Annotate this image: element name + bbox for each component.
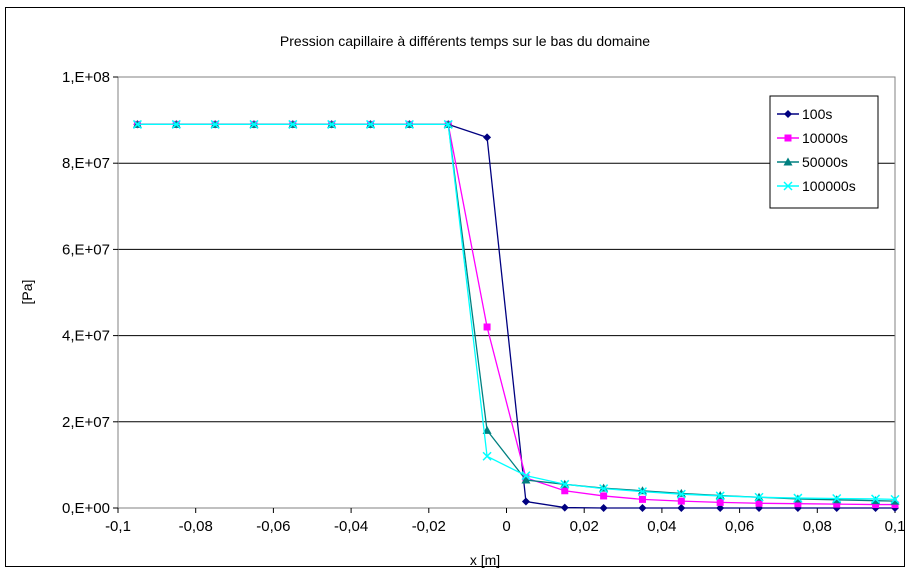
x-tick-label: -0,06 [256,518,290,535]
legend-label: 50000s [802,154,848,170]
x-tick-label: 0,06 [725,518,754,535]
data-point [785,135,792,142]
x-tick-label: 0,08 [803,518,832,535]
data-point [600,492,607,499]
data-point [561,504,569,512]
data-point [678,498,685,505]
y-tick-label: 8,E+07 [62,155,110,172]
x-tick-label: -0,02 [412,518,446,535]
data-point [483,133,491,141]
x-tick-label: 0 [502,518,510,535]
data-point [717,499,724,506]
x-axis: -0,1 -0,08 -0,06 -0,04 -0,02 0 0,02 0,04 0,06 0,0… [105,508,905,535]
y-axis-label: [Pa] [19,280,35,305]
x-tick-label: -0,1 [105,518,131,535]
x-tick-label: 0,1 [885,518,906,535]
legend: 100s 10000s 50000s 100000s [770,96,878,208]
y-axis: 0,E+00 2,E+07 4,E+07 6,E+07 8,E+07 1,E+08 [62,69,118,517]
y-tick-label: 1,E+08 [62,69,110,86]
legend-label: 100s [802,106,832,122]
legend-label: 100000s [802,178,856,194]
y-tick-label: 4,E+07 [62,328,110,345]
data-point [561,487,568,494]
y-tick-label: 0,E+00 [62,500,110,517]
y-tick-label: 2,E+07 [62,414,110,431]
data-point [522,498,530,506]
x-tick-label: -0,04 [334,518,368,535]
chart-title: Pression capillaire à différents temps s… [280,33,650,49]
data-point [677,504,685,512]
x-tick-label: 0,04 [647,518,676,535]
data-point [484,323,491,330]
x-axis-label: x [m] [470,552,500,568]
x-tick-label: -0,08 [179,518,213,535]
legend-label: 10000s [802,130,848,146]
data-point [756,500,763,507]
y-tick-label: 6,E+07 [62,241,110,258]
data-point [600,504,608,512]
data-point [638,504,646,512]
data-point [639,496,646,503]
x-tick-label: 0,02 [570,518,599,535]
